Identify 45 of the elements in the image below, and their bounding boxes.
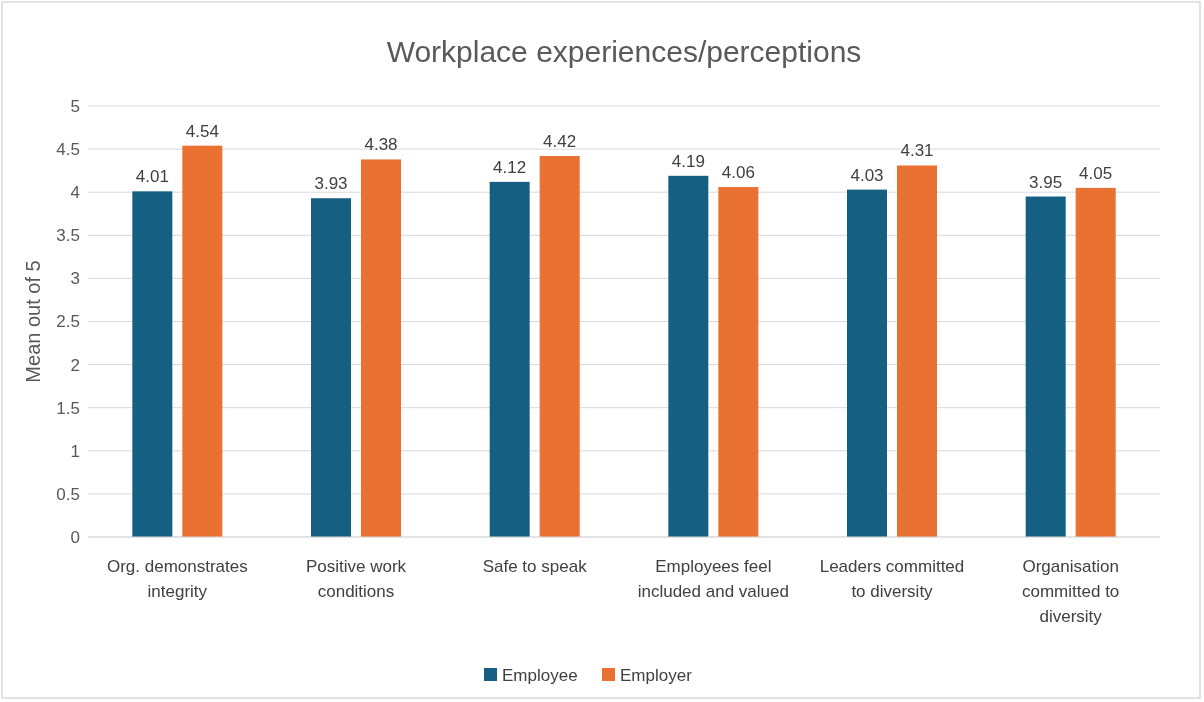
legend-label: Employee [502, 665, 578, 685]
y-tick-label: 3 [70, 269, 80, 289]
y-axis-title: Mean out of 5 [22, 260, 44, 383]
x-tick-label: Org. demonstrates integrity [106, 557, 248, 601]
y-tick-label: 1.5 [56, 398, 80, 418]
y-tick-label: 2 [70, 355, 80, 375]
bar [489, 181, 530, 537]
data-label: 4.19 [671, 151, 705, 171]
data-label: 4.54 [185, 121, 219, 141]
y-tick-label: 0.5 [56, 484, 80, 504]
x-tick-label: Leaders committed to diversity [819, 557, 965, 601]
y-tick-label: 2.5 [56, 312, 80, 332]
y-tick-label: 0 [70, 527, 80, 547]
data-label: 3.95 [1029, 172, 1063, 192]
bar [847, 189, 887, 537]
data-label: 4.06 [721, 163, 755, 183]
bar [132, 191, 173, 537]
bar [311, 198, 351, 537]
y-tick-label: 1 [70, 441, 80, 461]
data-label: 4.38 [364, 135, 398, 155]
bar [1025, 196, 1066, 537]
x-tick-label: Employees feel included and valued [637, 557, 789, 601]
x-tick-label: Organisation committed to diversity [1022, 557, 1120, 626]
x-tick-label: Safe to speak [482, 557, 588, 576]
bar [539, 156, 580, 537]
data-label: 4.05 [1079, 163, 1113, 183]
data-label: 4.03 [850, 165, 884, 185]
y-tick-label: 4.5 [56, 140, 80, 160]
data-label: 4.31 [900, 141, 934, 161]
bar [668, 175, 709, 537]
bar [897, 165, 937, 537]
chart-title: Workplace experiences/perceptions [386, 35, 862, 68]
bar [182, 145, 223, 537]
bar [361, 159, 401, 537]
bar [1075, 187, 1116, 537]
y-tick-label: 4 [70, 183, 80, 203]
data-label: 3.93 [314, 174, 348, 194]
x-tick-label: Positive work conditions [305, 557, 407, 601]
y-tick-label: 3.5 [56, 226, 80, 246]
legend-label: Employer [620, 665, 693, 685]
data-label: 4.12 [493, 157, 527, 177]
bar [718, 187, 759, 537]
data-label: 4.42 [543, 132, 577, 151]
y-tick-label: 5 [70, 96, 80, 116]
data-label: 4.01 [135, 167, 169, 187]
